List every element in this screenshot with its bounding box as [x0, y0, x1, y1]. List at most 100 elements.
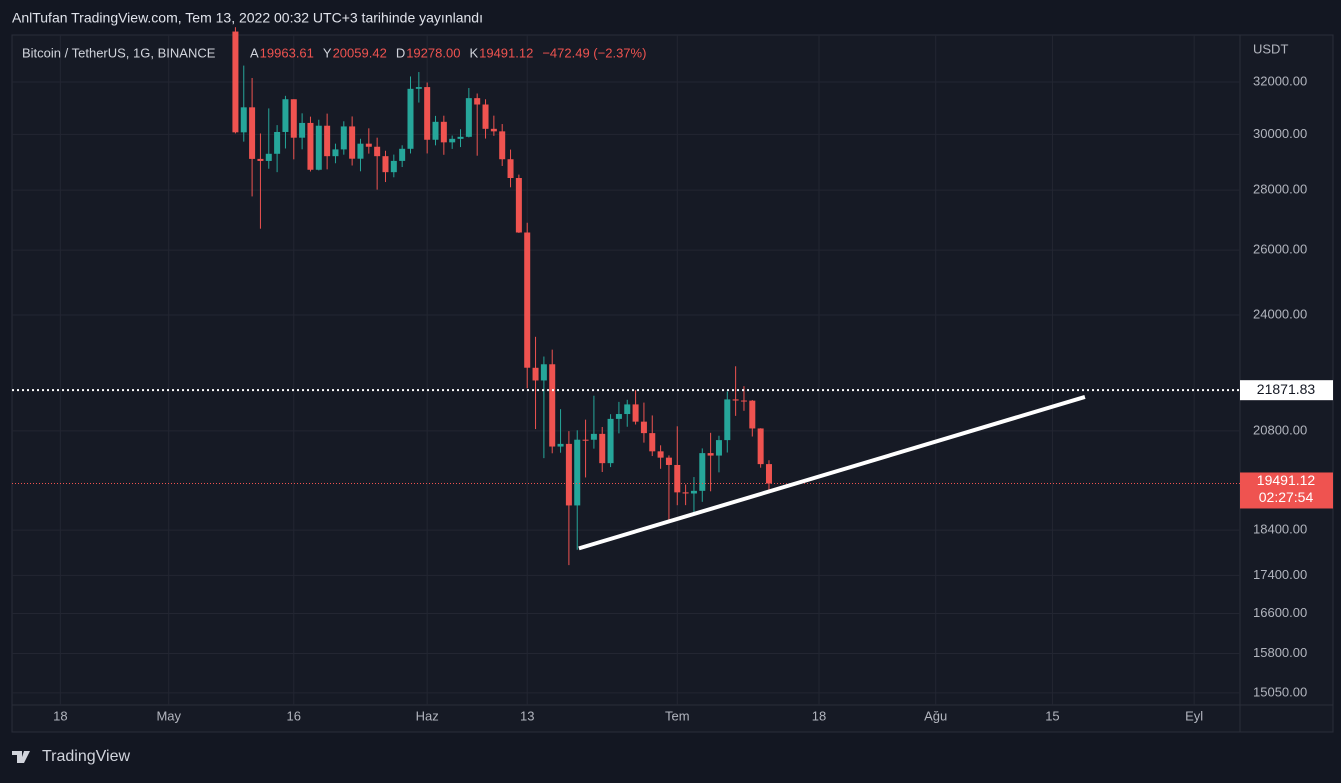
- candle-body: [382, 156, 389, 173]
- candle-body: [624, 404, 631, 415]
- candle-body: [274, 131, 281, 154]
- candle-body: [665, 457, 672, 465]
- candle-body: [532, 367, 539, 381]
- legend-key: K: [469, 45, 478, 60]
- x-tick-label: 15: [1045, 708, 1059, 723]
- chart-frame: [11, 34, 1334, 733]
- candle-body: [307, 122, 314, 170]
- marks: [12, 27, 1240, 566]
- candle-body: [299, 122, 306, 138]
- candle-body: [265, 153, 272, 161]
- candle-body: [765, 464, 772, 484]
- candle-body: [365, 143, 372, 147]
- legend-value: 19963.61: [260, 45, 314, 60]
- candle-body: [482, 104, 489, 129]
- candle-body: [582, 439, 589, 441]
- candle-body: [715, 440, 722, 456]
- candle-body: [332, 149, 339, 157]
- legend-value: 20059.42: [333, 45, 387, 60]
- candle-body: [474, 98, 481, 105]
- candle-body: [290, 99, 297, 138]
- x-tick-label: Haz: [416, 708, 439, 723]
- countdown: 02:27:54: [1259, 489, 1314, 505]
- x-tick-label: 16: [287, 708, 301, 723]
- candle-body: [282, 99, 289, 132]
- x-tick-label: May: [156, 708, 181, 723]
- grid: [12, 35, 1240, 705]
- publish-title: AnlTufan TradingView.com, Tem 13, 2022 0…: [12, 10, 483, 26]
- logo: [12, 751, 30, 763]
- candle-body: [674, 464, 681, 493]
- candle-body: [240, 107, 247, 133]
- candle-body: [499, 131, 506, 160]
- candle-body: [565, 443, 572, 506]
- brand: TradingView: [42, 748, 130, 765]
- y-tick-label: 30000.00: [1253, 126, 1307, 141]
- y-tick-label: 24000.00: [1253, 306, 1307, 321]
- candle-body: [249, 107, 256, 159]
- x-tick-label: Ağu: [924, 708, 947, 723]
- x-tick-label: Tem: [665, 708, 690, 723]
- price-label: 19491.12: [1257, 472, 1316, 488]
- legend-change: −472.49 (−2.37%): [542, 45, 646, 60]
- candle-body: [524, 232, 531, 368]
- candle-body: [615, 414, 622, 419]
- candle-body: [690, 490, 697, 494]
- candle-body: [740, 400, 747, 402]
- candle-body: [749, 400, 756, 429]
- candle-body: [449, 138, 456, 143]
- candle-body: [557, 443, 564, 447]
- candle-body: [349, 126, 356, 159]
- candle-body: [682, 492, 689, 494]
- candle-body: [357, 143, 364, 159]
- candle-body: [607, 418, 614, 464]
- candle-body: [432, 121, 439, 140]
- candle-body: [649, 433, 656, 452]
- x-tick-label: 18: [812, 708, 826, 723]
- candle-body: [707, 453, 714, 456]
- candle-body: [324, 125, 331, 157]
- candle-body: [724, 399, 731, 441]
- candle-body: [757, 428, 764, 465]
- y-tick-label: 16600.00: [1253, 605, 1307, 620]
- candle-body: [640, 421, 647, 434]
- candle-body: [574, 439, 581, 506]
- candle-body: [657, 451, 664, 458]
- candle-body: [515, 178, 522, 233]
- candle-body: [257, 158, 264, 161]
- legend-key: Y: [323, 45, 332, 60]
- candle-body: [390, 160, 397, 173]
- candle-body: [490, 128, 497, 132]
- x-tick-label: Eyl: [1185, 708, 1203, 723]
- y-tick-label: 15800.00: [1253, 645, 1307, 660]
- y-tick-label: 18400.00: [1253, 522, 1307, 537]
- candle-body: [540, 364, 547, 381]
- x-tick-label: 18: [53, 708, 67, 723]
- price-label-box: [1240, 472, 1333, 509]
- candle-body: [340, 126, 347, 150]
- candle-body: [440, 121, 447, 143]
- candle-body: [232, 31, 239, 133]
- candle-body: [549, 364, 556, 447]
- candle-body: [599, 433, 606, 464]
- legend-key: A: [250, 45, 259, 60]
- candle-body: [590, 433, 597, 440]
- candle-body: [632, 404, 639, 422]
- legend-key: D: [396, 45, 405, 60]
- candle-body: [407, 88, 414, 149]
- y-tick-label: 15050.00: [1253, 684, 1307, 699]
- candle-body: [374, 146, 381, 157]
- candle-body: [399, 148, 406, 161]
- x-tick-label: 13: [520, 708, 534, 723]
- candle-body: [315, 125, 322, 170]
- legend-value: 19491.12: [479, 45, 533, 60]
- level-label: 21871.83: [1257, 381, 1316, 397]
- candle-body: [507, 159, 514, 179]
- ohlc-legend: A 19963.61 Y 20059.42 D 19278.00 K 19491.12 −472…: [250, 45, 646, 60]
- y-tick-label: 32000.00: [1253, 73, 1307, 88]
- trendline: [578, 395, 1086, 551]
- y-tick-label: 20800.00: [1253, 422, 1307, 437]
- candle-body: [424, 87, 431, 140]
- y-tick-label: 28000.00: [1253, 182, 1307, 197]
